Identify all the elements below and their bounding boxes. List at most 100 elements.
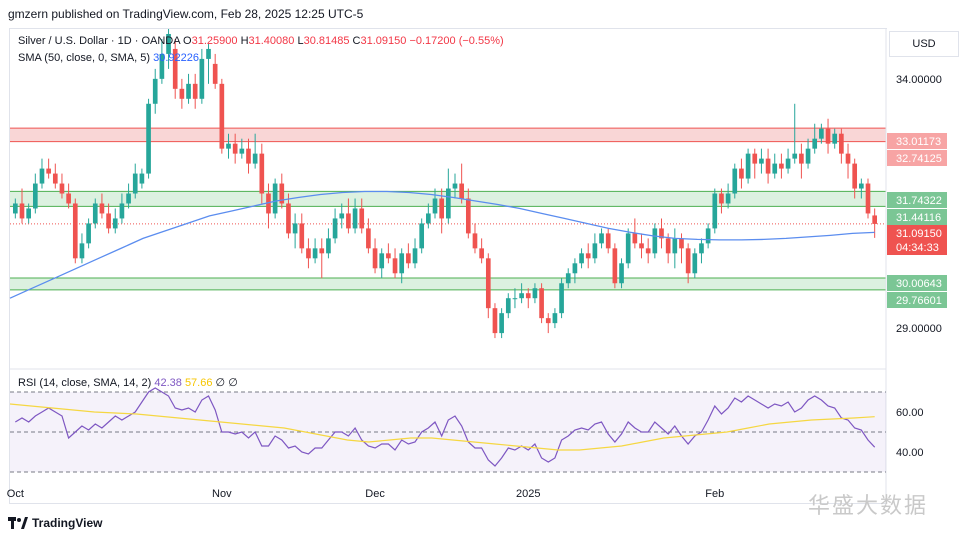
candle-body bbox=[206, 48, 211, 59]
candle-body bbox=[32, 183, 38, 209]
sma-label: SMA (50, close, 0, SMA, 5) bbox=[18, 52, 151, 64]
candle-body bbox=[532, 288, 538, 299]
high-label: H bbox=[240, 35, 249, 47]
candle-body bbox=[406, 253, 411, 264]
rsi-line bbox=[14, 387, 876, 467]
candle-body bbox=[39, 168, 45, 184]
candle-body bbox=[832, 133, 838, 144]
candle-body bbox=[779, 163, 784, 169]
candle-body bbox=[286, 203, 291, 234]
tradingview-footer[interactable]: TradingView bbox=[8, 516, 102, 530]
zone-resistance-0 bbox=[10, 128, 886, 142]
rsi-legend: RSI (14, close, SMA, 14, 2) 42.38 57.66 … bbox=[18, 376, 238, 389]
candle-body bbox=[232, 143, 238, 154]
zone-label-resistance-high: 33.01173 bbox=[896, 136, 941, 148]
candle-body bbox=[639, 243, 644, 249]
watermark-logo: 华盛大数据 bbox=[808, 493, 929, 518]
rsi-layer bbox=[9, 387, 886, 473]
candle-body bbox=[445, 188, 451, 219]
candle-body bbox=[326, 238, 331, 254]
candle-body bbox=[745, 153, 751, 179]
candle-body bbox=[839, 133, 844, 154]
candle-body bbox=[525, 293, 531, 299]
candle-body bbox=[705, 228, 711, 244]
close-label: C bbox=[352, 35, 361, 47]
candle-body bbox=[332, 218, 338, 239]
candle-body bbox=[499, 313, 504, 334]
candle-body bbox=[619, 263, 624, 284]
sma-value: 30.92226 bbox=[153, 52, 200, 64]
candle-body bbox=[432, 198, 438, 214]
candle-body bbox=[372, 248, 378, 269]
candle-body bbox=[505, 298, 511, 314]
candle-body bbox=[712, 193, 718, 229]
candle-body bbox=[865, 183, 871, 214]
countdown-label-bg bbox=[887, 239, 947, 255]
candle-body bbox=[59, 183, 65, 194]
candle-body bbox=[79, 243, 85, 259]
currency-selector[interactable]: USD bbox=[889, 31, 959, 57]
candle-body bbox=[166, 33, 171, 54]
last-price-label: 31.09150 bbox=[896, 228, 942, 240]
candle-body bbox=[659, 228, 664, 239]
candle-body bbox=[452, 183, 458, 189]
countdown-label: 04:34:33 bbox=[896, 242, 939, 254]
candle-body bbox=[292, 223, 298, 234]
candle-body bbox=[146, 103, 151, 174]
price-tick-34: 34.00000 bbox=[896, 74, 942, 86]
candle-body bbox=[399, 253, 405, 274]
candle-body bbox=[872, 215, 878, 224]
candle-body bbox=[66, 193, 71, 204]
candle-body bbox=[126, 193, 131, 204]
open-label: O bbox=[183, 35, 192, 47]
rsi-value: 42.38 bbox=[154, 377, 182, 389]
chart-panel[interactable] bbox=[9, 28, 887, 504]
candle-body bbox=[599, 233, 604, 244]
candle-body bbox=[426, 213, 431, 224]
open-value: 31.25900 bbox=[191, 35, 238, 47]
candle-body bbox=[379, 253, 385, 269]
x-tick-2025: 2025 bbox=[516, 488, 540, 500]
candle-body bbox=[199, 58, 205, 99]
candle-body bbox=[119, 203, 125, 219]
candle-body bbox=[106, 213, 111, 229]
candle-body bbox=[559, 283, 564, 314]
rsi-sma-line bbox=[9, 403, 875, 451]
zone-label-mid-high: 31.74322 bbox=[896, 195, 942, 207]
candle-body bbox=[92, 203, 98, 224]
candle-body bbox=[179, 88, 185, 99]
candle-body bbox=[272, 183, 278, 214]
candle-body bbox=[299, 223, 305, 249]
candle-body bbox=[759, 158, 764, 164]
change-value: −0.17200 (−0.55%) bbox=[409, 35, 504, 47]
candle-body bbox=[799, 153, 804, 164]
candle-body bbox=[732, 168, 738, 194]
candle-body bbox=[46, 168, 51, 174]
candle-body bbox=[585, 253, 591, 259]
zone-label-resistance-low: 32.74125 bbox=[896, 153, 942, 165]
candle-body bbox=[386, 253, 391, 259]
candle-body bbox=[665, 238, 671, 254]
candle-body bbox=[719, 193, 724, 204]
candle-body bbox=[359, 208, 365, 229]
price-tick-29: 29.00000 bbox=[896, 323, 942, 335]
candle-body bbox=[26, 208, 31, 219]
sma-legend: SMA (50, close, 0, SMA, 5) 30.92226 bbox=[18, 52, 199, 64]
candle-body bbox=[346, 213, 351, 229]
candle-body bbox=[552, 313, 558, 324]
rsi-extra-2: ∅ bbox=[228, 377, 238, 389]
zone-label-resistance-high-bg bbox=[887, 133, 947, 149]
candle-body bbox=[392, 258, 398, 274]
candle-body bbox=[139, 173, 145, 184]
candle-body bbox=[99, 203, 105, 214]
sma-line bbox=[9, 190, 875, 299]
candle-body bbox=[812, 138, 818, 149]
zone-label-mid-high-bg bbox=[887, 192, 947, 208]
axis-layer: 34.00000 29.00000 33.01173 32.74125 31.74322… bbox=[7, 74, 947, 500]
candle-body bbox=[592, 243, 598, 259]
grid-layer bbox=[10, 29, 887, 504]
candle-body bbox=[266, 193, 271, 214]
candle-body bbox=[519, 293, 524, 299]
candle-body bbox=[212, 63, 218, 84]
